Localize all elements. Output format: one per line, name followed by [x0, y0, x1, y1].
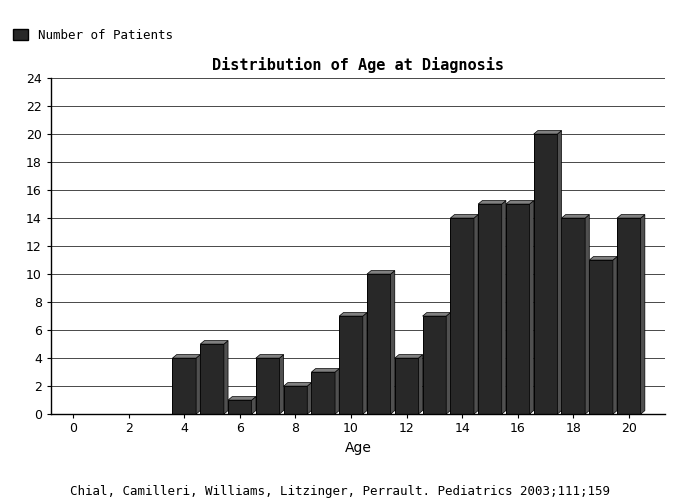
Polygon shape	[422, 312, 450, 316]
Bar	[562, 218, 585, 414]
Polygon shape	[173, 354, 201, 358]
Bar	[395, 358, 418, 414]
Bar	[422, 316, 446, 414]
Polygon shape	[562, 214, 590, 218]
Polygon shape	[339, 312, 367, 316]
Bar	[617, 218, 641, 414]
Bar	[506, 204, 530, 414]
Polygon shape	[390, 270, 395, 414]
Bar	[339, 316, 363, 414]
Bar	[173, 358, 196, 414]
Polygon shape	[201, 340, 228, 344]
Polygon shape	[506, 200, 534, 204]
Polygon shape	[335, 368, 339, 414]
Polygon shape	[307, 382, 311, 414]
Polygon shape	[363, 312, 367, 414]
Polygon shape	[450, 214, 478, 218]
Bar	[311, 372, 335, 414]
Polygon shape	[196, 354, 201, 414]
Polygon shape	[256, 354, 284, 358]
Polygon shape	[311, 368, 339, 372]
Polygon shape	[534, 130, 562, 134]
Polygon shape	[284, 382, 311, 386]
Polygon shape	[585, 214, 590, 414]
Legend: Number of Patients: Number of Patients	[8, 24, 178, 47]
Bar	[590, 260, 613, 414]
Bar	[367, 274, 390, 414]
Bar	[534, 134, 558, 414]
Text: Chial, Camilleri, Williams, Litzinger, Perrault. Pediatrics 2003;111;159: Chial, Camilleri, Williams, Litzinger, P…	[70, 485, 610, 498]
Polygon shape	[641, 214, 645, 414]
X-axis label: Age: Age	[345, 441, 371, 455]
Bar	[284, 386, 307, 414]
Polygon shape	[617, 214, 645, 218]
Polygon shape	[367, 270, 395, 274]
Polygon shape	[395, 354, 422, 358]
Polygon shape	[590, 256, 617, 260]
Polygon shape	[446, 312, 450, 414]
Bar	[228, 400, 252, 414]
Polygon shape	[613, 256, 617, 414]
Bar	[256, 358, 279, 414]
Polygon shape	[228, 396, 256, 400]
Polygon shape	[478, 200, 506, 204]
Bar	[450, 218, 474, 414]
Polygon shape	[502, 200, 506, 414]
Bar	[478, 204, 502, 414]
Title: Distribution of Age at Diagnosis: Distribution of Age at Diagnosis	[212, 56, 504, 72]
Bar	[201, 344, 224, 414]
Polygon shape	[530, 200, 534, 414]
Polygon shape	[474, 214, 478, 414]
Polygon shape	[252, 396, 256, 414]
Polygon shape	[418, 354, 422, 414]
Polygon shape	[558, 130, 562, 414]
Polygon shape	[279, 354, 284, 414]
Polygon shape	[224, 340, 228, 414]
